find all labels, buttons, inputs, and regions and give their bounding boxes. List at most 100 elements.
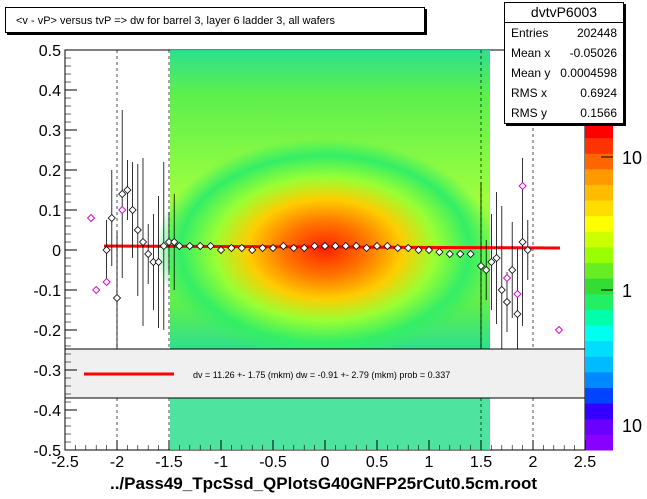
x-tick-label: -1.5	[155, 454, 183, 471]
profile-point	[170, 237, 179, 247]
color-scale-bin	[585, 371, 613, 389]
profile-points	[86, 110, 564, 380]
profile-point	[227, 243, 236, 253]
profile-point	[320, 241, 330, 251]
profile-point	[513, 309, 522, 319]
y-tick-label: 0.5	[39, 43, 61, 60]
y-tick-label: -0.3	[33, 363, 61, 380]
profile-point	[216, 245, 226, 255]
profile-point	[482, 265, 491, 275]
profile-point	[175, 241, 184, 251]
profile-point	[159, 241, 168, 251]
y-tick-label: -0.1	[33, 283, 61, 300]
color-scale-bin	[585, 340, 613, 357]
profile-point	[206, 241, 215, 251]
profile-point	[508, 265, 517, 275]
profile-point	[128, 205, 137, 215]
stats-value: 0.0004598	[560, 66, 617, 80]
y-tick-label: 0.2	[39, 163, 61, 180]
outlier-point	[513, 289, 522, 299]
profile-point	[185, 241, 194, 251]
fit-legend-text: dv = 11.26 +- 1.75 (mkm) dw = -0.91 +- 2…	[193, 370, 450, 380]
y-tick-label: -0.5	[33, 443, 61, 460]
profile-point	[102, 245, 111, 255]
profile-point	[492, 253, 501, 263]
profile-point	[123, 185, 132, 195]
x-tick-label: 2.5	[574, 454, 596, 471]
stats-value: -0.05026	[569, 46, 617, 60]
profile-point	[154, 257, 163, 267]
profile-point	[138, 237, 148, 247]
color-scale-bin	[585, 231, 613, 248]
x-tick-label: 2	[529, 454, 538, 471]
profile-point	[518, 237, 527, 247]
color-scale-bin	[585, 434, 613, 451]
profile-point	[258, 243, 267, 253]
profile-point	[144, 249, 153, 259]
color-scale-bin	[585, 418, 613, 435]
stats-value: 0.6924	[580, 86, 617, 100]
chart-title: <v - vP> versus tvP => dw for barrel 3, …	[5, 7, 425, 33]
profile-point	[487, 257, 496, 267]
profile-point	[435, 247, 444, 257]
x-tick-label: 0	[321, 454, 330, 471]
outlier-point	[518, 181, 527, 191]
color-scale-bin	[585, 293, 613, 310]
z-tick-label: 10	[622, 416, 642, 436]
x-tick-label: 0.5	[366, 454, 388, 471]
profile-point	[196, 241, 205, 251]
y-axis: -0.5 -0.4 -0.3 -0.2 -0.1 0 0.1 0.2 0.3 0.4 0.5	[33, 43, 77, 460]
stats-label: Entries	[511, 26, 549, 40]
outlier-point	[118, 205, 127, 215]
color-scale-bin	[585, 309, 613, 326]
y-tick-label: 0.4	[39, 83, 61, 100]
profile-point	[404, 243, 413, 253]
color-scale-bin	[585, 356, 613, 373]
stats-value: 202448	[576, 26, 617, 40]
stats-label: RMS x	[511, 86, 547, 100]
x-tick-label: -2	[110, 454, 124, 471]
profile-point	[372, 241, 382, 251]
profile-point	[112, 293, 122, 303]
outlier-point	[502, 273, 512, 283]
z-axis: 1 10 10	[601, 148, 642, 436]
outlier-point	[102, 277, 111, 287]
x-axis: -2.5 -2 -1.5 -1 -0.5 0 0.5 1 1.5 2 2.5	[51, 440, 596, 471]
profile-point	[502, 297, 512, 307]
color-scale-bin	[585, 403, 613, 420]
heatmap-layer	[155, 50, 495, 450]
x-axis-title: ../Pass49_TpcSsd_QPlotsG40GNFP25rCut0.5c…	[109, 474, 538, 493]
z-tick-label: 1	[622, 281, 632, 301]
stats-box: dvtvP6003 Entries 202448 Mean x -0.05026 M…	[504, 2, 624, 124]
color-scale-bin	[585, 215, 613, 232]
color-scale-bin	[585, 153, 613, 170]
stats-row: RMS y 0.1566	[505, 103, 623, 123]
profile-point	[445, 249, 454, 259]
plot-area: dv = 11.26 +- 1.75 (mkm) dw = -0.91 +- 2…	[64, 49, 586, 451]
profile-point	[107, 213, 116, 223]
stats-value: 0.1566	[580, 106, 617, 120]
y-tick-label: 0.3	[39, 123, 61, 140]
stats-row: Mean x -0.05026	[505, 43, 623, 63]
stats-row: RMS x 0.6924	[505, 83, 623, 103]
x-tick-label: 1.5	[470, 454, 492, 471]
heatmap-band-lower	[170, 398, 490, 450]
profile-point	[310, 241, 319, 251]
y-tick-label: 0	[52, 243, 61, 260]
profile-point	[497, 285, 506, 295]
y-tick-label: -0.4	[33, 403, 61, 420]
color-scale-bin	[585, 168, 613, 185]
color-scale-bin	[585, 122, 613, 139]
x-tick-label: -1	[214, 454, 228, 471]
profile-point	[424, 245, 434, 255]
outlier-point	[554, 325, 564, 335]
profile-point	[352, 241, 361, 251]
z-tick-label: 10	[622, 148, 642, 168]
x-tick-label: -2.5	[51, 454, 79, 471]
profile-point	[279, 241, 288, 251]
stats-row: Entries 202448	[505, 23, 623, 43]
profile-point	[414, 245, 423, 255]
profile-point	[341, 241, 350, 251]
color-scale-bin	[585, 387, 613, 404]
